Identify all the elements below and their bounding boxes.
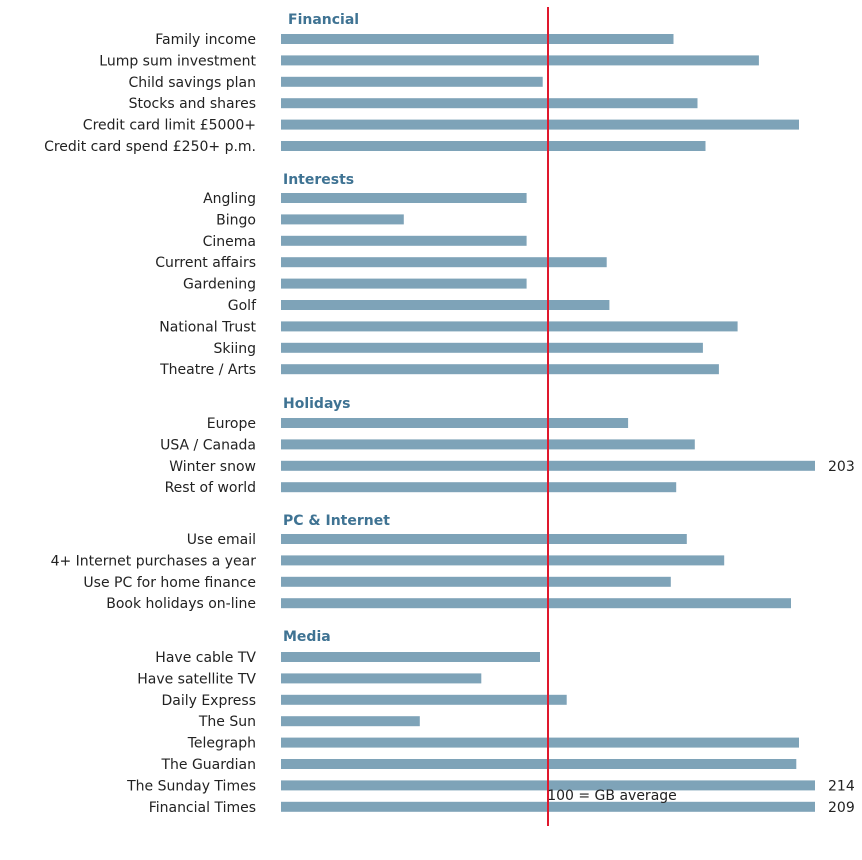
category-label: Cinema: [203, 234, 256, 250]
bar: [281, 278, 527, 289]
bar: [281, 418, 629, 428]
category-label: Golf: [228, 298, 257, 314]
category-label: Angling: [203, 191, 256, 207]
labels-layer: Financial Family income Lump sum investmen…: [44, 12, 855, 816]
bar: [281, 193, 527, 203]
bar: [281, 235, 527, 246]
bar: [281, 673, 482, 684]
category-label: Child savings plan: [128, 75, 256, 91]
category-label: The Sun: [198, 714, 256, 730]
category-label: Credit card limit £5000+: [83, 118, 256, 134]
bar: [281, 534, 687, 544]
bar: [281, 482, 677, 493]
bar: [281, 652, 540, 662]
bar: [281, 716, 420, 727]
group-heading: PC & Internet: [283, 513, 390, 529]
category-label: Book holidays on-line: [106, 596, 256, 612]
bar: [281, 300, 610, 310]
bar: [281, 257, 607, 268]
data-label: 214: [828, 778, 855, 794]
category-label: USA / Canada: [160, 437, 256, 453]
category-label: Use email: [187, 532, 256, 548]
group-heading: Holidays: [283, 396, 350, 412]
bar: [281, 364, 719, 375]
category-label: Financial Times: [149, 800, 256, 816]
category-label: Telegraph: [187, 736, 256, 752]
gb-average-caption: 100 = GB average: [547, 788, 677, 804]
bar: [281, 34, 674, 44]
category-label: Have satellite TV: [137, 671, 256, 687]
bar: [281, 321, 738, 332]
category-label: Current affairs: [155, 255, 256, 271]
category-label: The Guardian: [160, 757, 256, 773]
category-label: Have cable TV: [155, 650, 256, 666]
category-label: Theatre / Arts: [159, 362, 256, 378]
bar: [281, 694, 567, 705]
category-label: Use PC for home finance: [83, 575, 256, 591]
bar: [281, 214, 404, 225]
bar: [281, 141, 706, 151]
category-label: Europe: [207, 416, 256, 432]
category-label: 4+ Internet purchases a year: [51, 553, 257, 569]
category-label: Gardening: [183, 277, 256, 293]
bar: [281, 759, 797, 769]
bar: [281, 119, 799, 130]
group-heading: Financial: [288, 12, 359, 28]
category-label: Stocks and shares: [129, 96, 256, 112]
bar: [281, 555, 725, 566]
data-label: 209: [828, 800, 855, 816]
bar: [281, 342, 703, 353]
bar: [281, 598, 791, 609]
bar: [281, 439, 695, 450]
bar: [281, 55, 759, 66]
bar: [281, 98, 698, 109]
category-label: Bingo: [216, 212, 256, 228]
category-label: Lump sum investment: [99, 53, 256, 69]
category-label: Family income: [155, 32, 256, 48]
category-label: The Sunday Times: [126, 778, 256, 794]
group-heading: Interests: [283, 172, 354, 188]
category-label: Daily Express: [161, 693, 256, 709]
bar: [281, 76, 543, 87]
category-label: Skiing: [213, 341, 256, 357]
data-label: 203: [828, 459, 855, 475]
category-label: Rest of world: [165, 480, 256, 496]
category-label: Credit card spend £250+ p.m.: [44, 139, 256, 155]
category-label: Winter snow: [169, 459, 256, 475]
bar: [281, 576, 671, 587]
bar: [281, 737, 799, 748]
category-label: National Trust: [159, 319, 256, 335]
group-heading: Media: [283, 629, 331, 645]
